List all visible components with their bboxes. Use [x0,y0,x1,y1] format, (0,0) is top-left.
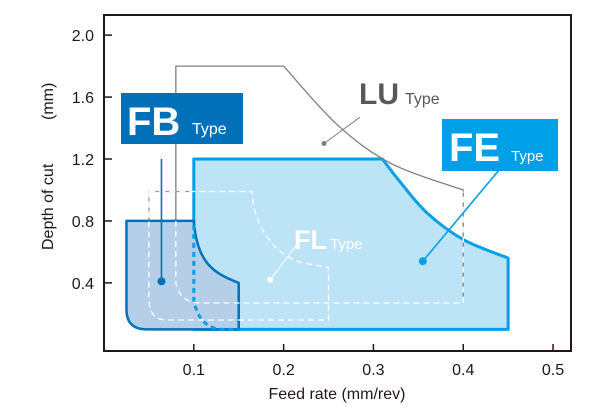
y-tick-label: 0.8 [72,214,94,231]
x-axis-title: Feed rate (mm/rev) [269,386,406,403]
fe-label-background [442,119,558,171]
fe-marker-dot [418,257,427,266]
fb-type-label: FB Type [121,93,243,144]
regions-layer [125,65,510,331]
fe-leader-line [422,169,500,262]
fe-hidden-edge [192,224,239,331]
fl-type-boundary-outer [148,190,330,321]
lu-label-suffix: Type [405,91,440,108]
x-tick-label: 0.3 [362,362,384,379]
fl-leader-line [269,243,298,281]
fb-label-name: FB [127,100,180,144]
x-tick-label: 0.4 [452,362,474,379]
y-tick-label: 1.6 [72,90,94,107]
lu-type-label: LU Type [359,78,440,111]
fl-label-name: FL [294,225,327,255]
fe-type-region [192,157,510,331]
y-tick-label: 2.0 [72,28,94,45]
y-axis-title: Depth of cut [40,163,57,250]
lu-leader-line [323,116,361,144]
fl-type-boundary-inner [175,191,464,304]
plot-frame [103,14,572,352]
fl-marker-dot [267,276,274,283]
lu-label-name: LU [359,78,399,111]
fb-label-suffix: Type [192,121,227,138]
x-tick-label: 0.2 [272,362,294,379]
y-axis-unit: (mm) [40,83,57,120]
fl-label-suffix: Type [330,236,363,253]
fb-type-region [125,219,240,331]
lu-marker-dot [321,141,327,147]
y-tick-label: 0.4 [72,276,94,293]
fl-type-label: FL Type [294,225,363,255]
y-tick-label: 1.2 [72,152,94,169]
lu-type-boundary [175,65,464,311]
fe-type-label: FE Type [442,119,558,171]
fb-marker-dot [157,277,166,286]
fe-label-suffix: Type [511,148,544,165]
lu-type-step-boundary [148,190,194,221]
x-tick-label: 0.1 [183,362,205,379]
fb-label-background [121,93,243,144]
ticks-layer: 0.1 0.2 0.3 0.4 0.5 0.4 0.8 1.2 1.6 2.0 [72,28,565,379]
overlay-layer [148,116,500,321]
fe-label-name: FE [449,126,500,170]
x-tick-label: 0.5 [542,362,564,379]
